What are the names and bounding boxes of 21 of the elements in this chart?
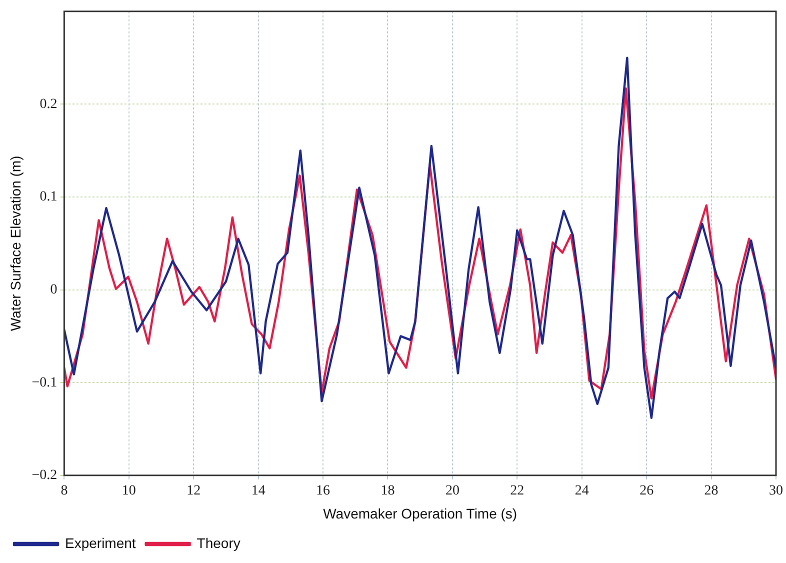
y-tick-label: −0.2 (32, 468, 58, 484)
legend-label: Experiment (65, 534, 136, 551)
legend-label: Theory (196, 534, 240, 551)
x-tick-label: 20 (445, 483, 460, 498)
y-tick-label: 0 (50, 282, 58, 298)
x-tick-label: 28 (704, 483, 718, 498)
x-tick-label: 26 (640, 483, 654, 498)
x-tick-label: 12 (186, 483, 201, 498)
x-tick-label: 10 (122, 483, 136, 498)
x-tick-label: 22 (510, 483, 524, 498)
y-axis-title: Water Surface Elevation (m) (7, 156, 24, 332)
x-tick-label: 14 (251, 483, 266, 498)
x-tick-label: 16 (316, 483, 330, 498)
x-tick-label: 8 (60, 483, 68, 498)
y-tick-label: 0.2 (40, 96, 58, 112)
x-tick-label: 30 (769, 483, 783, 498)
x-tick-label: 18 (380, 483, 395, 498)
x-tick-label: 24 (574, 483, 589, 498)
y-tick-label: 0.1 (40, 190, 58, 205)
y-tick-label: −0.1 (32, 375, 58, 390)
x-axis-title: Wavemaker Operation Time (s) (323, 505, 518, 522)
